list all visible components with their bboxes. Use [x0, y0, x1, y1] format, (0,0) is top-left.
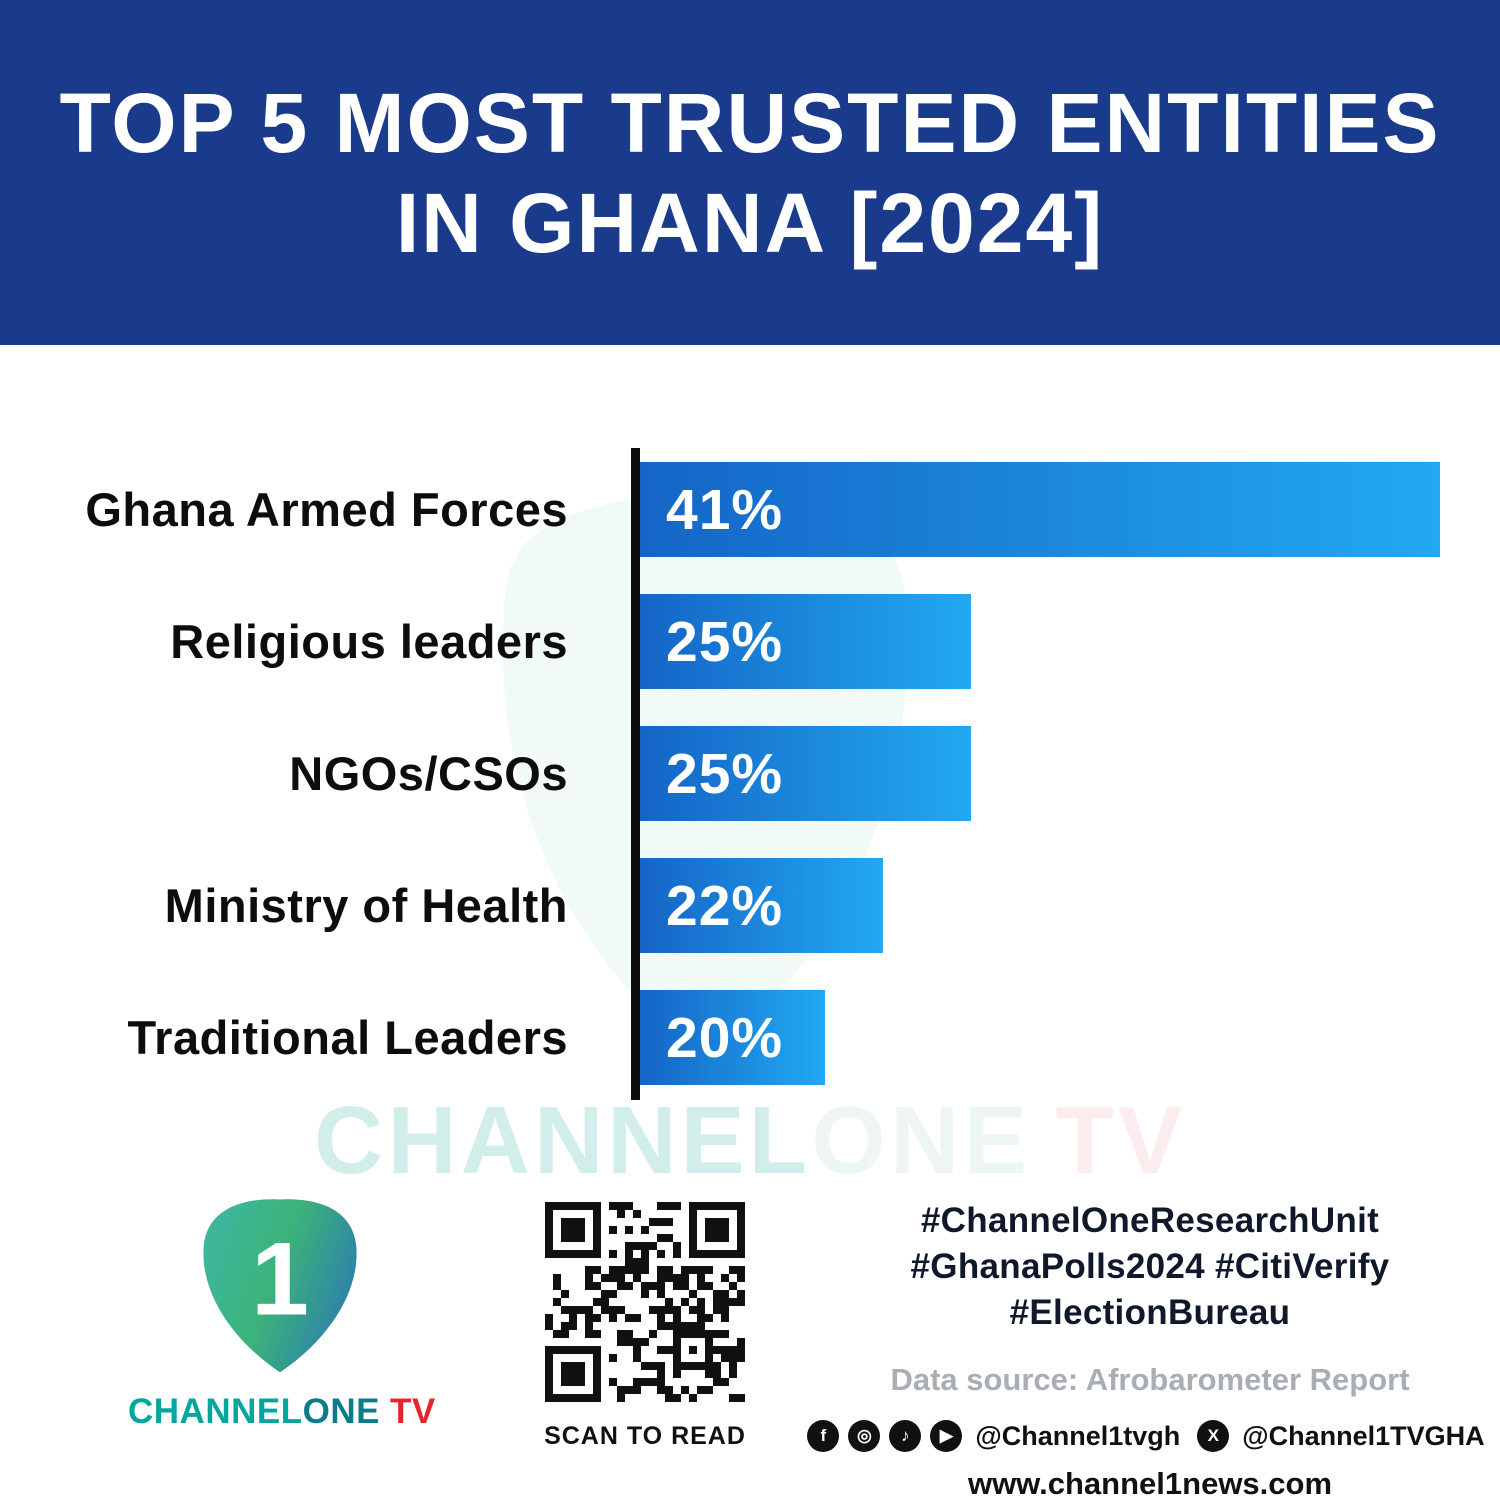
watermark-channel: CHANNEL — [313, 1087, 812, 1194]
qr-block: SCAN TO READ — [543, 1202, 747, 1451]
wordmark-one: ONE — [302, 1392, 380, 1431]
bar-value: 22% — [666, 873, 784, 938]
hashtags: #ChannelOneResearchUnit #GhanaPolls2024 … — [840, 1198, 1460, 1336]
logo-pick-icon: 1 — [187, 1192, 373, 1378]
bar-label: Traditional Leaders — [127, 1011, 568, 1064]
bar-label: NGOs/CSOs — [289, 747, 568, 800]
bar-label: Ministry of Health — [164, 879, 568, 932]
qr-caption: SCAN TO READ — [544, 1422, 746, 1450]
social-handle-1: @Channel1tvgh — [975, 1420, 1181, 1451]
instagram-icon: ◎ — [848, 1420, 881, 1452]
watermark-tv: TV — [1055, 1087, 1186, 1194]
bar: 25% — [640, 594, 971, 689]
logo-wordmark: CHANNELONE TV — [128, 1392, 435, 1432]
brand-watermark: CHANNELONE TV — [0, 1086, 1500, 1196]
page-title-line-1: TOP 5 MOST TRUSTED ENTITIES — [59, 75, 1441, 170]
watermark-one: ONE — [811, 1087, 1032, 1194]
wordmark-tv: TV — [389, 1392, 436, 1431]
bar-row: Religious leaders 25% — [0, 594, 1500, 689]
hashtag-line-2: #GhanaPolls2024 #CitiVerify — [910, 1247, 1390, 1286]
logo-numeral: 1 — [251, 1221, 309, 1338]
facebook-icon: f — [807, 1420, 840, 1452]
data-source-text: Data source: Afrobarometer Report — [890, 1362, 1410, 1397]
social-row: f ◎ ♪ ▶ @Channel1tvgh X @Channel1TVGHA — [807, 1420, 1485, 1452]
bar-value: 25% — [666, 609, 784, 674]
hashtag-line-3: #ElectionBureau — [1009, 1293, 1291, 1332]
bar-label: Ghana Armed Forces — [85, 483, 568, 536]
website-url: www.channel1news.com — [967, 1466, 1333, 1500]
bar-value: 20% — [666, 1005, 784, 1070]
bar-row: Ministry of Health 22% — [0, 858, 1500, 953]
x-icon: X — [1197, 1420, 1230, 1452]
chart-rows: Ghana Armed Forces 41% Religious leaders… — [0, 462, 1500, 1085]
footer-info: #ChannelOneResearchUnit #GhanaPolls2024 … — [807, 1198, 1485, 1500]
social-handle-2: @Channel1TVGHA — [1242, 1420, 1485, 1451]
youtube-icon: ▶ — [930, 1420, 963, 1452]
bar-value: 41% — [666, 477, 784, 542]
channel-one-logo: 1 CHANNELONE TV — [128, 1192, 435, 1432]
bar-chart: Ghana Armed Forces 41% Religious leaders… — [0, 448, 1500, 1100]
bar-label: Religious leaders — [170, 615, 568, 668]
bar-value: 25% — [666, 741, 784, 806]
tiktok-icon: ♪ — [889, 1420, 922, 1452]
bar: 25% — [640, 726, 971, 821]
hashtag-line-1: #ChannelOneResearchUnit — [920, 1201, 1380, 1240]
wordmark-channel: CHANNEL — [128, 1392, 303, 1431]
bar: 20% — [640, 990, 825, 1085]
qr-code — [545, 1202, 745, 1402]
bar-row: Traditional Leaders 20% — [0, 990, 1500, 1085]
chart-axis-line — [631, 448, 640, 1100]
bar: 41% — [640, 462, 1440, 557]
bar-row: Ghana Armed Forces 41% — [0, 462, 1500, 557]
page-title-line-2: IN GHANA [2024] — [395, 175, 1105, 270]
bar: 22% — [640, 858, 883, 953]
title-banner: TOP 5 MOST TRUSTED ENTITIES IN GHANA [20… — [0, 0, 1500, 345]
bar-row: NGOs/CSOs 25% — [0, 726, 1500, 821]
